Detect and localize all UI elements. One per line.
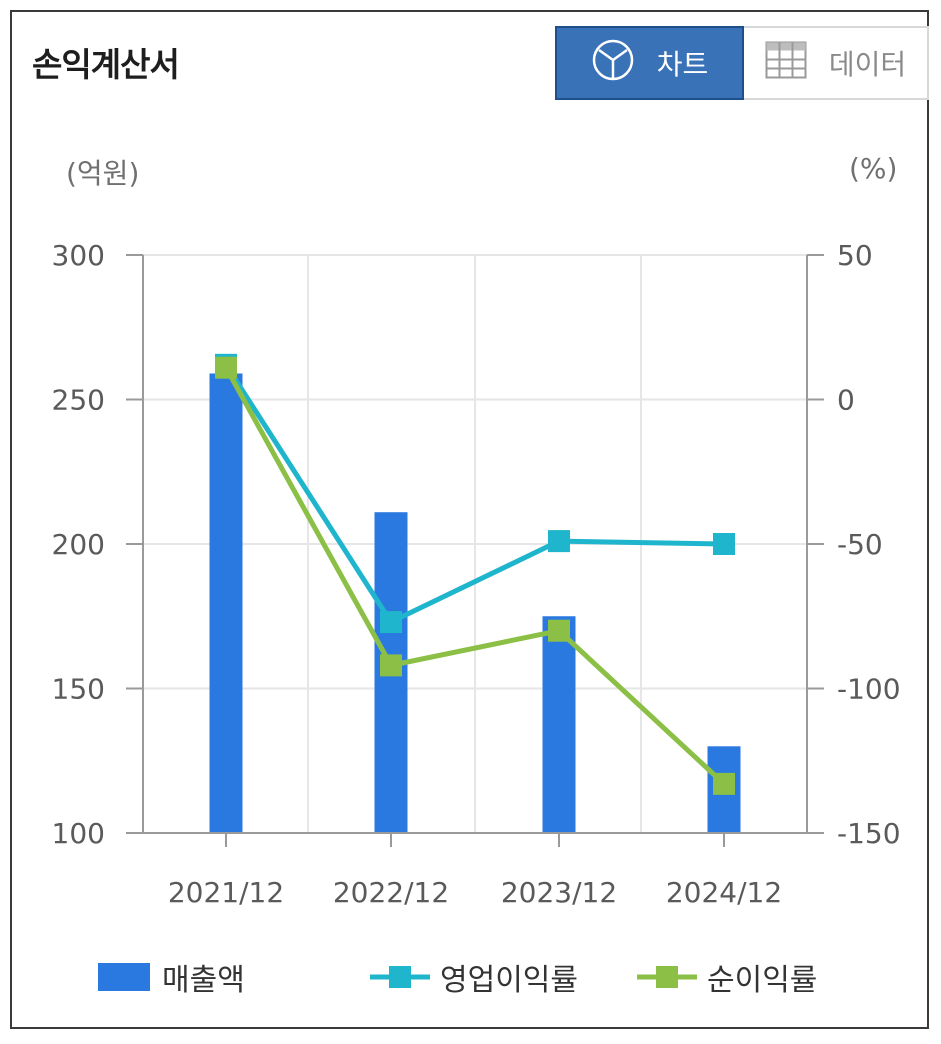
left-axis-tick-label: 300 [52,239,105,272]
point-net-margin-2021/12 [215,356,237,379]
bar-revenue-2021/12 [209,373,243,833]
x-axis-tick-label: 2023/12 [501,876,617,909]
point-net-margin-2022/12 [380,654,402,677]
legend-swatch-net-margin [637,966,697,988]
point-op-margin-2023/12 [548,530,570,553]
legend-item-net-margin[interactable]: 순이익률 [635,955,817,999]
left-axis-unit: (억원) [66,157,140,190]
x-axis-tick-label: 2024/12 [666,876,782,909]
x-axis-tick-label: 2022/12 [333,876,449,909]
bar-revenue-2023/12 [542,616,576,833]
left-axis-tick-label: 150 [52,673,105,706]
line-net-margin [223,366,726,786]
data-view-button[interactable]: 데이터 [744,26,929,100]
x-axis-tick-label: 2021/12 [168,876,284,909]
right-axis-tick-label: -50 [837,528,883,561]
line-op-margin [223,363,725,625]
right-axis-tick-label: 50 [837,239,873,272]
left-axis-tick-label: 100 [52,817,105,850]
chart-view-button[interactable]: 차트 [555,26,744,100]
pie-chart-icon [591,38,635,89]
legend-label-op-margin: 영업이익률 [440,963,578,998]
point-net-margin-2024/12 [713,772,735,795]
legend-item-op-margin[interactable]: 영업이익률 [368,955,578,999]
point-op-margin-2024/12 [713,533,735,555]
income-statement-card [10,10,929,1029]
chart-legend: 매출액 영업이익률 순이익률 [0,955,941,1005]
right-axis-tick-label: -100 [837,673,901,706]
point-net-margin-2023/12 [548,619,570,642]
left-axis-tick-label: 200 [52,528,105,561]
right-axis-unit: (%) [849,152,898,185]
right-axis-tick-label: 0 [837,384,855,417]
right-axis-tick-label: -150 [837,817,901,850]
data-view-label: 데이터 [828,48,907,81]
chart-view-label: 차트 [656,48,709,81]
table-grid-icon [765,41,807,86]
point-op-margin-2022/12 [380,611,402,634]
legend-swatch-op-margin [370,966,430,988]
card-title: 손익계산서 [32,45,180,84]
legend-label-revenue: 매출액 [162,963,245,998]
legend-label-net-margin: 순이익률 [707,963,818,998]
legend-swatch-revenue [98,963,150,991]
left-axis-tick-label: 250 [52,384,105,417]
legend-item-revenue[interactable]: 매출액 [98,955,245,999]
